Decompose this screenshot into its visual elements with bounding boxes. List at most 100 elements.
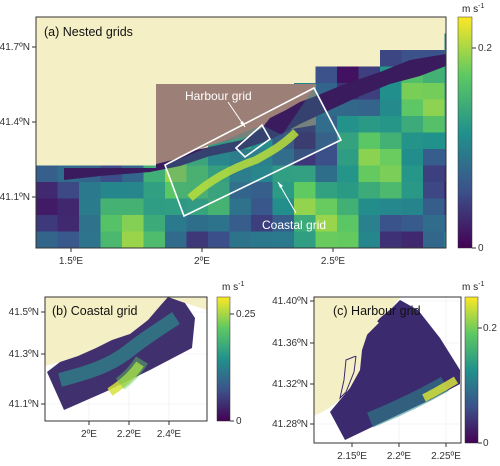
- panel-c-frame: [313, 296, 462, 444]
- grid-cell: [251, 182, 273, 199]
- lat-tick: 41.28ºN: [272, 419, 308, 430]
- lat-tick: 41.1ºN: [9, 399, 39, 410]
- grid-cell: [401, 132, 424, 150]
- grid-cell: [57, 182, 80, 199]
- grid-cell: [358, 231, 381, 248]
- grid-cell: [401, 149, 424, 166]
- colorbar-unit: m s-1: [462, 281, 484, 293]
- panel-a: Harbour grid Coastal grid (a) Nested gri…: [0, 3, 492, 267]
- grid-cell: [380, 83, 402, 100]
- grid-cell: [401, 99, 424, 117]
- grid-cell: [122, 198, 144, 216]
- grid-cell: [165, 231, 187, 248]
- grid-cell: [251, 165, 273, 183]
- grid-cell: [79, 198, 101, 216]
- panel-a-coarse-land: [156, 84, 316, 164]
- grid-cell: [380, 50, 402, 67]
- grid-cell: [208, 215, 230, 232]
- grid-cell: [143, 231, 166, 248]
- grid-cell: [229, 231, 252, 248]
- panel-a-lon-axis: 1.5ºE 2ºE 2.5ºE: [59, 248, 345, 267]
- grid-cell: [294, 132, 316, 150]
- panel-b: (b) Coastal grid 41.5ºN 41.3ºN 41.1ºN 2º…: [9, 281, 256, 440]
- colorbar-tick: 0: [483, 438, 489, 449]
- grid-cell: [444, 33, 446, 51]
- colorbar-unit: m s-1: [222, 281, 244, 293]
- grid-cell: [294, 215, 316, 232]
- grid-cell: [444, 83, 446, 100]
- lat-tick: 41.36ºN: [272, 338, 308, 349]
- grid-cell: [251, 198, 273, 216]
- lon-tick: 2.15ºE: [337, 451, 367, 462]
- coastal-arrow-head: [278, 182, 283, 188]
- panel-b-title: (b) Coastal grid: [52, 304, 137, 318]
- panel-c-lat-axis: 41.40ºN 41.36ºN 41.32ºN 41.28ºN: [272, 296, 314, 430]
- coastal-grid-label: Coastal grid: [262, 218, 326, 232]
- grid-cell: [79, 231, 101, 248]
- grid-cell: [444, 182, 446, 199]
- panel-b-colorbar: m s-1 0.25 0: [216, 281, 256, 427]
- grid-cell: [79, 182, 101, 199]
- grid-cell: [423, 198, 445, 216]
- grid-cell: [401, 165, 424, 183]
- grid-cell: [36, 215, 58, 232]
- grid-cell: [337, 231, 359, 248]
- grid-cell: [380, 182, 402, 199]
- colorbar-tick: 0: [236, 416, 242, 427]
- lat-tick: 41.3ºN: [9, 349, 39, 360]
- grid-cell: [36, 165, 58, 183]
- grid-cell: [315, 132, 338, 150]
- grid-cell: [380, 116, 402, 133]
- lat-tick: 41.4ºN: [0, 117, 30, 128]
- grid-cell: [444, 66, 446, 84]
- grid-cell: [186, 215, 209, 232]
- panel-a-frame: [35, 16, 447, 249]
- grid-cell: [358, 215, 381, 232]
- panel-c: (c) Harbour grid 41.40ºN 41.36ºN 41.32ºN…: [272, 281, 497, 462]
- grid-cell: [294, 165, 316, 183]
- lat-tick: 41.1ºN: [0, 192, 30, 203]
- coastal-grid-box: [164, 86, 343, 218]
- grid-cell: [401, 215, 424, 232]
- grid-cell: [444, 116, 446, 133]
- panel-c-field: [330, 300, 460, 440]
- grid-cell: [294, 182, 316, 199]
- lon-tick: 1.5ºE: [59, 256, 84, 267]
- grid-cell: [79, 215, 101, 232]
- grid-cell: [380, 165, 402, 183]
- grid-cell: [423, 99, 445, 117]
- panel-b-land: [45, 297, 207, 366]
- grid-cell: [251, 215, 273, 232]
- grid-cell: [143, 215, 166, 232]
- lat-tick: 41.7ºN: [0, 42, 30, 53]
- grid-cell: [122, 231, 144, 248]
- panel-b-lon-axis: 2ºE 2.2ºE 2.4ºE: [81, 421, 181, 440]
- panel-c-land: [314, 297, 400, 416]
- grid-cell: [358, 182, 381, 199]
- panel-b-jet-halo: [115, 356, 149, 390]
- grid-cell: [444, 198, 446, 216]
- lon-tick: 2.2ºE: [117, 429, 142, 440]
- colorbar-tick: 0.25: [236, 309, 256, 320]
- grid-cell: [358, 132, 381, 150]
- panel-a-colorbar: m s-1 0.2 0: [457, 3, 492, 254]
- panel-b-midcurrent: [58, 312, 180, 387]
- colorbar-tick: 0.2: [483, 323, 497, 334]
- grid-cell: [358, 198, 381, 216]
- colorbar-unit: m s-1: [462, 3, 484, 15]
- grid-cell: [143, 182, 166, 199]
- grid-cell: [315, 215, 338, 232]
- grid-cell: [251, 231, 273, 248]
- grid-cell: [315, 198, 338, 216]
- panel-c-map: [314, 297, 461, 443]
- grid-cell: [337, 116, 359, 133]
- grid-cell: [423, 231, 445, 248]
- grid-cell: [423, 215, 445, 232]
- grid-cell: [272, 149, 295, 166]
- grid-cell: [315, 116, 338, 133]
- grid-cell: [444, 99, 446, 117]
- grid-cell: [337, 149, 359, 166]
- grid-cell: [165, 215, 187, 232]
- grid-cell: [358, 165, 381, 183]
- grid-cell: [358, 149, 381, 166]
